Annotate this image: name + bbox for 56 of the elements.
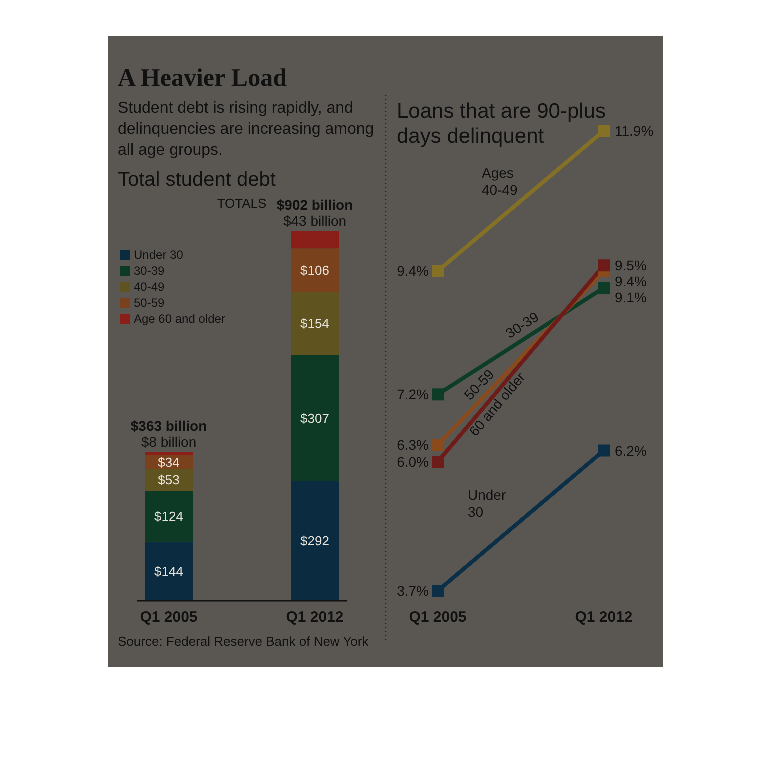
point (432, 388, 444, 401)
chart-title: A Heavier Load (118, 65, 288, 92)
data-label: 6.2% (615, 442, 647, 459)
data-label: $43 billion (283, 213, 347, 229)
bar (145, 542, 193, 601)
chart-subtitle: Student debt is rising rapidly, and delinquencies are increasing among all age groups. (118, 100, 374, 159)
point (432, 456, 444, 468)
data-label: $106 (300, 262, 330, 278)
total-label: $902 billion (276, 197, 354, 213)
data-label: 3.7% (397, 583, 429, 599)
bar (291, 292, 339, 356)
data-label: 9.5% (615, 258, 647, 274)
point (432, 585, 444, 597)
data-label: 9.1% (615, 290, 647, 306)
total-label: $363 billion (130, 418, 208, 434)
bar (291, 355, 339, 482)
series-label: Under 30 (468, 487, 506, 520)
data-label: $53 (158, 472, 180, 488)
data-label: $34 (158, 454, 180, 470)
x-tick-label: Q1 2005 (140, 609, 198, 626)
text: Total student debt (118, 169, 276, 191)
legend-label: Age 60 and older (134, 312, 226, 326)
bar (145, 491, 193, 542)
source-note: Source: Federal Reserve Bank of New York (118, 634, 370, 649)
point (432, 439, 444, 452)
data-label: $307 (300, 410, 330, 426)
bar (291, 231, 339, 249)
point (598, 282, 610, 294)
chart-title: Loans that are 90-plus days delinquent (397, 100, 606, 148)
text: TOTALS (217, 196, 268, 211)
data-label: $124 (154, 509, 184, 524)
data-label: 6.3% (397, 437, 429, 454)
bar (291, 481, 339, 601)
data-label: $8 billion (141, 434, 197, 450)
data-label: 9.4% (615, 274, 647, 290)
point (598, 444, 610, 457)
data-label: 7.2% (397, 386, 429, 403)
legend-label: 40-49 (134, 280, 166, 294)
bar (145, 452, 193, 456)
data-label: 11.9% (615, 123, 654, 139)
legend-label: Under 30 (134, 248, 184, 262)
legend-label: 30-39 (134, 264, 166, 278)
data-label: 9.4% (397, 263, 429, 280)
x-tick-label: Q1 2012 (575, 609, 633, 626)
data-label: $292 (300, 534, 330, 549)
x-tick-label: Q1 2012 (286, 609, 344, 626)
series-label: Ages 40-49 (482, 165, 518, 198)
bar (291, 248, 339, 292)
point (598, 260, 610, 272)
data-label: $144 (154, 564, 184, 579)
x-tick-label: Q1 2005 (409, 609, 467, 626)
point (432, 265, 444, 278)
data-label: $154 (300, 316, 330, 332)
point (598, 125, 610, 137)
data-label: 6.0% (397, 454, 429, 470)
legend-label: 50-59 (134, 296, 166, 310)
